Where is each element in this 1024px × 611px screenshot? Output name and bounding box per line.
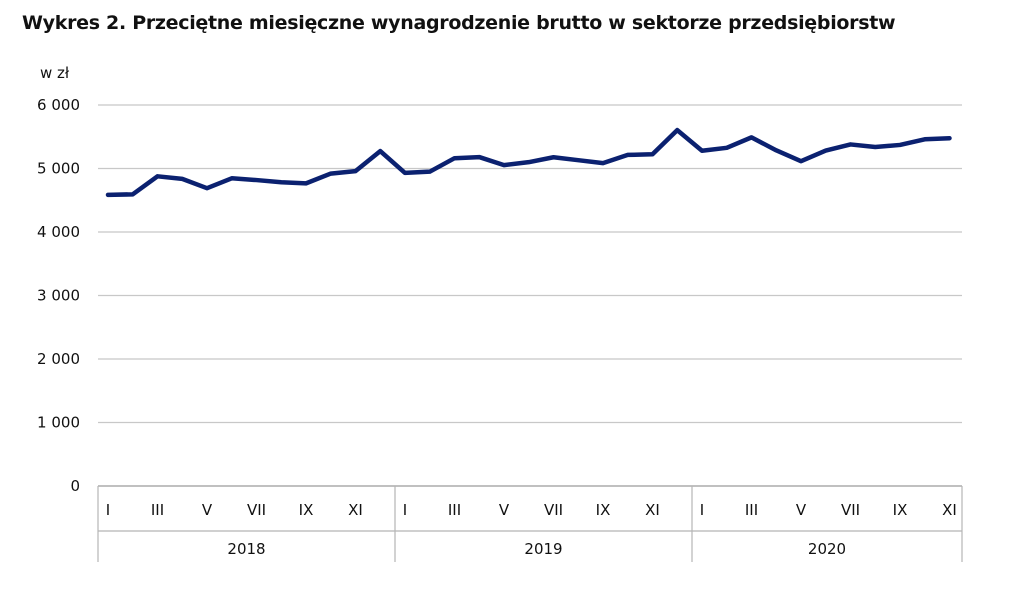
y-tick-label: 0: [70, 477, 80, 495]
x-tick-label: IX: [596, 501, 611, 519]
y-tick-label: 2 000: [37, 350, 80, 368]
chart-title: Wykres 2. Przeciętne miesięczne wynagrod…: [22, 12, 896, 34]
x-tick-label: VII: [841, 501, 860, 519]
y-tick-label: 3 000: [37, 287, 80, 305]
x-tick-label: III: [151, 501, 164, 519]
x-tick-label: V: [499, 501, 510, 519]
series-layer: [105, 127, 952, 198]
year-label: 2018: [227, 540, 265, 558]
x-tick-label: V: [202, 501, 213, 519]
y-axis-unit-label: w zł: [40, 64, 70, 82]
x-tick-label: I: [106, 501, 110, 519]
gridlines: [98, 104, 962, 487]
x-tick-label: XI: [348, 501, 363, 519]
x-tick-label: III: [745, 501, 758, 519]
x-tick-label: I: [403, 501, 407, 519]
x-tick-label: I: [700, 501, 704, 519]
year-label: 2019: [524, 540, 562, 558]
y-tick-label: 1 000: [37, 414, 80, 432]
x-tick-label: IX: [893, 501, 908, 519]
series-line: [105, 127, 952, 198]
x-tick-label: XI: [645, 501, 660, 519]
x-tick-label: VII: [544, 501, 563, 519]
x-tick-label: XI: [942, 501, 957, 519]
y-tick-label: 4 000: [37, 223, 80, 241]
y-tick-label: 5 000: [37, 160, 80, 178]
x-tick-label: V: [796, 501, 807, 519]
x-tick-label: III: [448, 501, 461, 519]
y-axis-ticks: 0 1 000 2 000 3 000 4 000 5 000 6 000: [37, 96, 80, 495]
x-tick-label: VII: [247, 501, 266, 519]
x-tick-label: IX: [299, 501, 314, 519]
year-label: 2020: [808, 540, 846, 558]
y-tick-label: 6 000: [37, 96, 80, 114]
